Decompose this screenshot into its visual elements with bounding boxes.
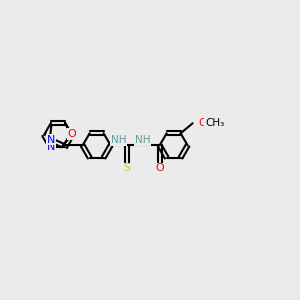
Text: NH: NH bbox=[111, 135, 126, 146]
Text: N: N bbox=[47, 135, 55, 145]
Text: NH: NH bbox=[135, 135, 150, 146]
Text: N: N bbox=[47, 142, 55, 152]
Text: S: S bbox=[123, 164, 130, 173]
Text: CH₃: CH₃ bbox=[205, 118, 224, 128]
Text: O: O bbox=[68, 129, 76, 139]
Text: O: O bbox=[155, 164, 164, 173]
Text: O: O bbox=[199, 118, 207, 128]
